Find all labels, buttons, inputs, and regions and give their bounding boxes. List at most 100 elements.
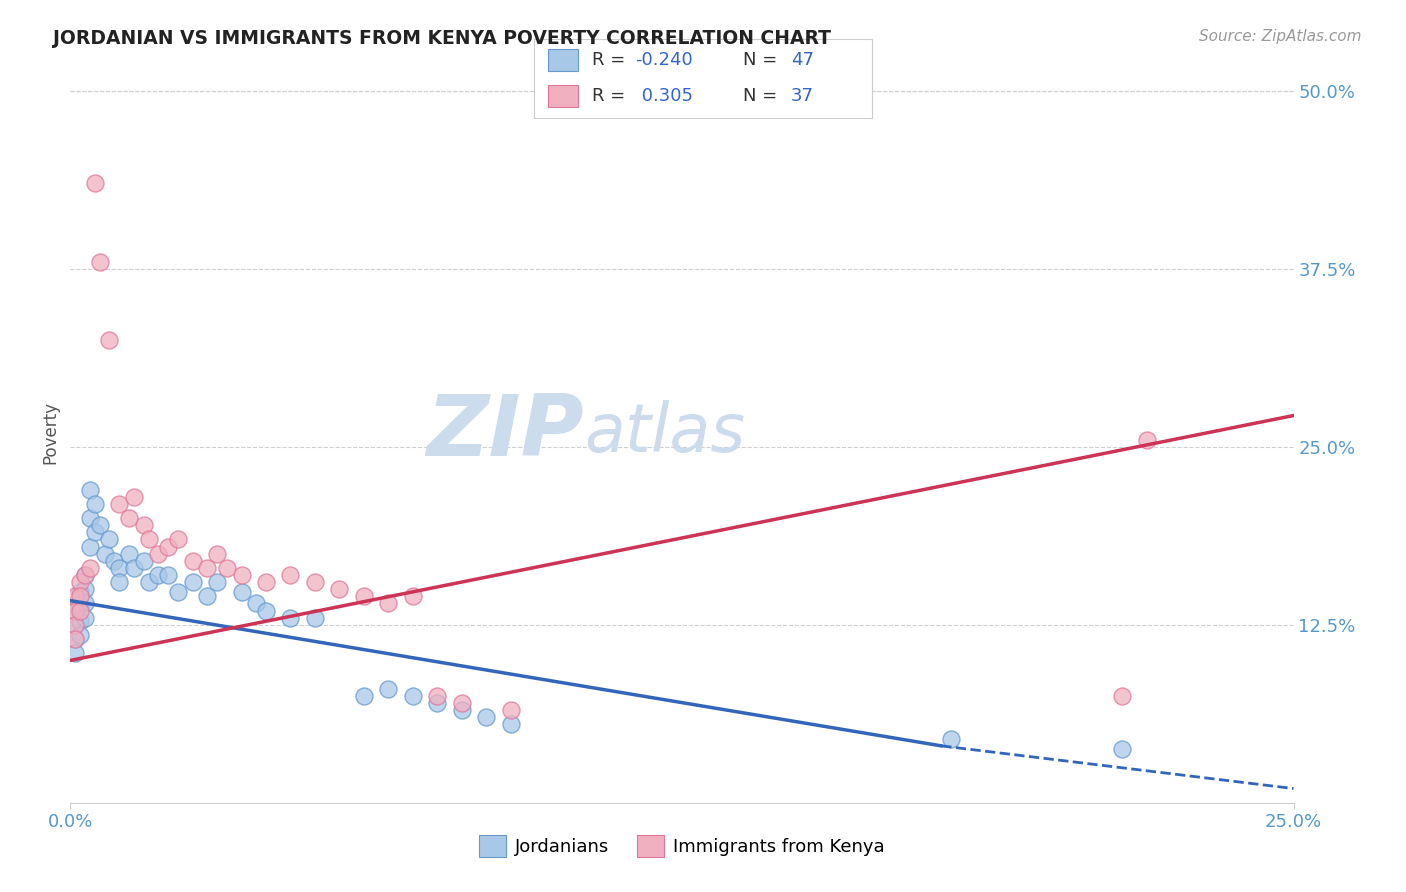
Point bbox=[132, 518, 155, 533]
Text: 37: 37 bbox=[790, 87, 814, 104]
Text: ZIP: ZIP bbox=[426, 391, 583, 475]
Point bbox=[167, 533, 190, 547]
Point bbox=[254, 604, 277, 618]
Text: -0.240: -0.240 bbox=[636, 51, 693, 69]
Point bbox=[79, 511, 101, 525]
Text: 47: 47 bbox=[790, 51, 814, 69]
Point bbox=[181, 554, 204, 568]
Point bbox=[63, 632, 86, 646]
Point bbox=[122, 490, 145, 504]
Point bbox=[83, 497, 105, 511]
Point bbox=[63, 617, 86, 632]
Point bbox=[450, 696, 472, 710]
Point bbox=[426, 696, 449, 710]
Point bbox=[79, 561, 101, 575]
Point bbox=[122, 561, 145, 575]
Point bbox=[195, 561, 218, 575]
Point bbox=[93, 547, 115, 561]
Point bbox=[89, 518, 111, 533]
Point bbox=[304, 575, 326, 590]
Point bbox=[63, 604, 86, 618]
Point bbox=[499, 703, 522, 717]
Point bbox=[89, 254, 111, 268]
Point bbox=[148, 547, 170, 561]
Bar bbox=[548, 49, 578, 70]
Point bbox=[231, 585, 253, 599]
Point bbox=[280, 568, 302, 582]
Point bbox=[195, 590, 218, 604]
Point bbox=[83, 525, 105, 540]
Point bbox=[1111, 689, 1133, 703]
Point bbox=[63, 590, 86, 604]
Point bbox=[63, 632, 86, 646]
Point bbox=[205, 575, 228, 590]
Point bbox=[138, 533, 160, 547]
Text: JORDANIAN VS IMMIGRANTS FROM KENYA POVERTY CORRELATION CHART: JORDANIAN VS IMMIGRANTS FROM KENYA POVER… bbox=[53, 29, 831, 47]
Point bbox=[79, 483, 101, 497]
Point bbox=[108, 561, 131, 575]
Y-axis label: Poverty: Poverty bbox=[41, 401, 59, 464]
Point bbox=[181, 575, 204, 590]
Point bbox=[157, 540, 180, 554]
Point bbox=[475, 710, 498, 724]
Point bbox=[73, 568, 96, 582]
Point bbox=[73, 610, 96, 624]
Point bbox=[73, 597, 96, 611]
Point bbox=[73, 582, 96, 597]
Point bbox=[402, 689, 425, 703]
Point bbox=[231, 568, 253, 582]
Text: 0.305: 0.305 bbox=[636, 87, 693, 104]
Text: Source: ZipAtlas.com: Source: ZipAtlas.com bbox=[1198, 29, 1361, 44]
Point bbox=[377, 597, 399, 611]
Point bbox=[353, 689, 375, 703]
Point bbox=[939, 731, 962, 746]
Text: N =: N = bbox=[744, 87, 783, 104]
Bar bbox=[548, 85, 578, 107]
Point bbox=[69, 590, 91, 604]
Point bbox=[69, 585, 91, 599]
Point bbox=[328, 582, 350, 597]
Point bbox=[157, 568, 180, 582]
Point bbox=[108, 575, 131, 590]
Point bbox=[69, 575, 91, 590]
Point bbox=[280, 610, 302, 624]
Point bbox=[1136, 433, 1159, 447]
Point bbox=[73, 568, 96, 582]
Legend: Jordanians, Immigrants from Kenya: Jordanians, Immigrants from Kenya bbox=[472, 828, 891, 864]
Point bbox=[304, 610, 326, 624]
Point bbox=[1111, 741, 1133, 756]
Point bbox=[215, 561, 238, 575]
Point bbox=[132, 554, 155, 568]
Point bbox=[426, 689, 449, 703]
Point bbox=[103, 554, 125, 568]
Point bbox=[83, 177, 105, 191]
Point bbox=[450, 703, 472, 717]
Point bbox=[69, 599, 91, 614]
Point bbox=[254, 575, 277, 590]
Point bbox=[79, 540, 101, 554]
Point bbox=[377, 681, 399, 696]
Point bbox=[118, 547, 141, 561]
Point bbox=[148, 568, 170, 582]
Point bbox=[118, 511, 141, 525]
Point bbox=[353, 590, 375, 604]
Point bbox=[205, 547, 228, 561]
Point bbox=[69, 628, 91, 642]
Point bbox=[245, 597, 267, 611]
Point bbox=[402, 590, 425, 604]
Text: R =: R = bbox=[592, 51, 631, 69]
Point bbox=[108, 497, 131, 511]
Text: atlas: atlas bbox=[583, 400, 745, 466]
Text: N =: N = bbox=[744, 51, 783, 69]
Point bbox=[69, 604, 91, 618]
Point bbox=[499, 717, 522, 731]
Point bbox=[167, 585, 190, 599]
Point bbox=[63, 604, 86, 618]
Point bbox=[69, 614, 91, 628]
Point bbox=[98, 333, 121, 347]
Point bbox=[63, 617, 86, 632]
Point bbox=[63, 646, 86, 660]
Point bbox=[138, 575, 160, 590]
Text: R =: R = bbox=[592, 87, 631, 104]
Point bbox=[98, 533, 121, 547]
